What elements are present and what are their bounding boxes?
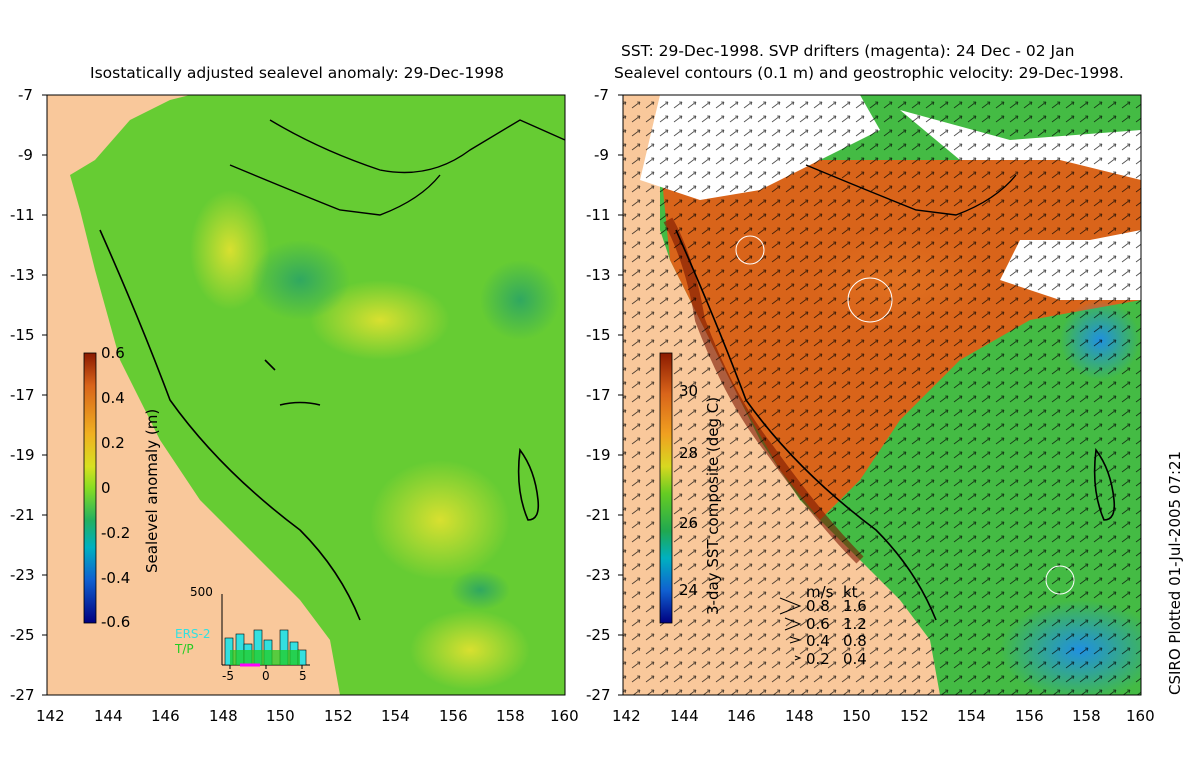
lat-tick: -9 bbox=[594, 146, 609, 164]
lat-tick: -13 bbox=[10, 266, 35, 284]
lat-tick: -15 bbox=[10, 326, 35, 344]
velocity-legend-kt: 0.8 bbox=[843, 632, 867, 650]
inset-xtick: 5 bbox=[299, 669, 307, 683]
axis-ticks bbox=[42, 94, 623, 696]
lon-tick: 148 bbox=[785, 707, 814, 725]
lon-tick: 158 bbox=[1072, 707, 1101, 725]
lon-tick: 146 bbox=[151, 707, 180, 725]
lat-tick: -25 bbox=[10, 626, 35, 644]
left-colorbar-label: Sealevel anomaly (m) bbox=[143, 408, 161, 573]
inset-xtick: -5 bbox=[222, 669, 234, 683]
lat-tick: -7 bbox=[594, 86, 609, 104]
left-colorbar-tick: 0 bbox=[101, 479, 111, 497]
lat-tick: -23 bbox=[10, 566, 35, 584]
right-colorbar bbox=[659, 352, 673, 624]
lon-tick: 146 bbox=[727, 707, 756, 725]
lon-tick: 150 bbox=[842, 707, 871, 725]
lat-tick: -17 bbox=[10, 386, 35, 404]
lon-tick: 160 bbox=[550, 707, 579, 725]
velocity-legend-ms: 0.2 bbox=[806, 650, 830, 668]
lon-tick: 156 bbox=[1015, 707, 1044, 725]
right-colorbar-tick: 26 bbox=[679, 514, 699, 532]
lon-tick: 148 bbox=[209, 707, 238, 725]
lat-tick: -19 bbox=[586, 446, 611, 464]
lon-tick: 144 bbox=[670, 707, 699, 725]
plot-credit: CSIRO Plotted 01-Jul-2005 07:21 bbox=[1166, 450, 1184, 695]
velocity-legend-header-kt: kt bbox=[843, 583, 858, 601]
velocity-legend-header-ms: m/s bbox=[806, 583, 834, 601]
velocity-legend-kt: 1.2 bbox=[843, 615, 867, 633]
velocity-legend-arrows bbox=[779, 597, 802, 661]
lat-tick: -7 bbox=[18, 86, 33, 104]
velocity-legend-ms: 0.4 bbox=[806, 632, 830, 650]
inset-legend-ers2: ERS-2 bbox=[175, 627, 211, 641]
lon-tick: 160 bbox=[1126, 707, 1155, 725]
right-map-field bbox=[623, 95, 1141, 695]
lon-tick: 142 bbox=[612, 707, 641, 725]
left-colorbar-tick: 0.4 bbox=[101, 389, 125, 407]
left-map-field bbox=[47, 95, 565, 695]
lat-tick: -9 bbox=[18, 146, 33, 164]
lat-tick: -15 bbox=[586, 326, 611, 344]
velocity-legend-ms: 0.8 bbox=[806, 597, 830, 615]
right-panel-title-line2: Sealevel contours (0.1 m) and geostrophi… bbox=[614, 64, 1124, 82]
inset-legend-tp: T/P bbox=[175, 642, 194, 656]
left-colorbar-tick: 0.6 bbox=[101, 344, 125, 362]
lon-tick: 158 bbox=[496, 707, 525, 725]
velocity-legend-ms: 0.6 bbox=[806, 615, 830, 633]
lon-tick: 154 bbox=[381, 707, 410, 725]
left-colorbar-tick: -0.6 bbox=[101, 613, 131, 631]
lon-tick: 144 bbox=[94, 707, 123, 725]
left-colorbar-tick: -0.2 bbox=[101, 524, 131, 542]
inset-ymax-label: 500 bbox=[190, 585, 213, 599]
lat-tick: -21 bbox=[10, 506, 35, 524]
lon-tick: 156 bbox=[439, 707, 468, 725]
lat-tick: -19 bbox=[10, 446, 35, 464]
lat-tick: -17 bbox=[586, 386, 611, 404]
lat-tick: -13 bbox=[586, 266, 611, 284]
lat-tick: -11 bbox=[10, 206, 35, 224]
right-colorbar-label: 3-day SST composite (deg C) bbox=[704, 396, 722, 615]
lat-tick: -11 bbox=[586, 206, 611, 224]
right-colorbar-tick: 30 bbox=[679, 382, 699, 400]
inset-histogram bbox=[221, 594, 310, 669]
velocity-legend-kt: 1.6 bbox=[843, 597, 867, 615]
left-colorbar-tick: 0.2 bbox=[101, 434, 125, 452]
lon-tick: 152 bbox=[324, 707, 353, 725]
velocity-legend-kt: 0.4 bbox=[843, 650, 867, 668]
lon-tick: 150 bbox=[266, 707, 295, 725]
lat-tick: -23 bbox=[586, 566, 611, 584]
lat-tick: -27 bbox=[586, 686, 611, 704]
lat-tick: -25 bbox=[586, 626, 611, 644]
lat-tick: -21 bbox=[586, 506, 611, 524]
right-colorbar-tick: 24 bbox=[679, 581, 699, 599]
left-panel-title: Isostatically adjusted sealevel anomaly:… bbox=[90, 64, 504, 82]
right-panel-title-line1: SST: 29-Dec-1998. SVP drifters (magenta)… bbox=[621, 42, 1075, 60]
lon-tick: 154 bbox=[957, 707, 986, 725]
lon-tick: 152 bbox=[900, 707, 929, 725]
inset-xtick: 0 bbox=[262, 669, 270, 683]
left-colorbar-tick: -0.4 bbox=[101, 569, 131, 587]
left-colorbar bbox=[83, 352, 97, 624]
lat-tick: -27 bbox=[10, 686, 35, 704]
lon-tick: 142 bbox=[36, 707, 65, 725]
right-colorbar-tick: 28 bbox=[679, 444, 699, 462]
